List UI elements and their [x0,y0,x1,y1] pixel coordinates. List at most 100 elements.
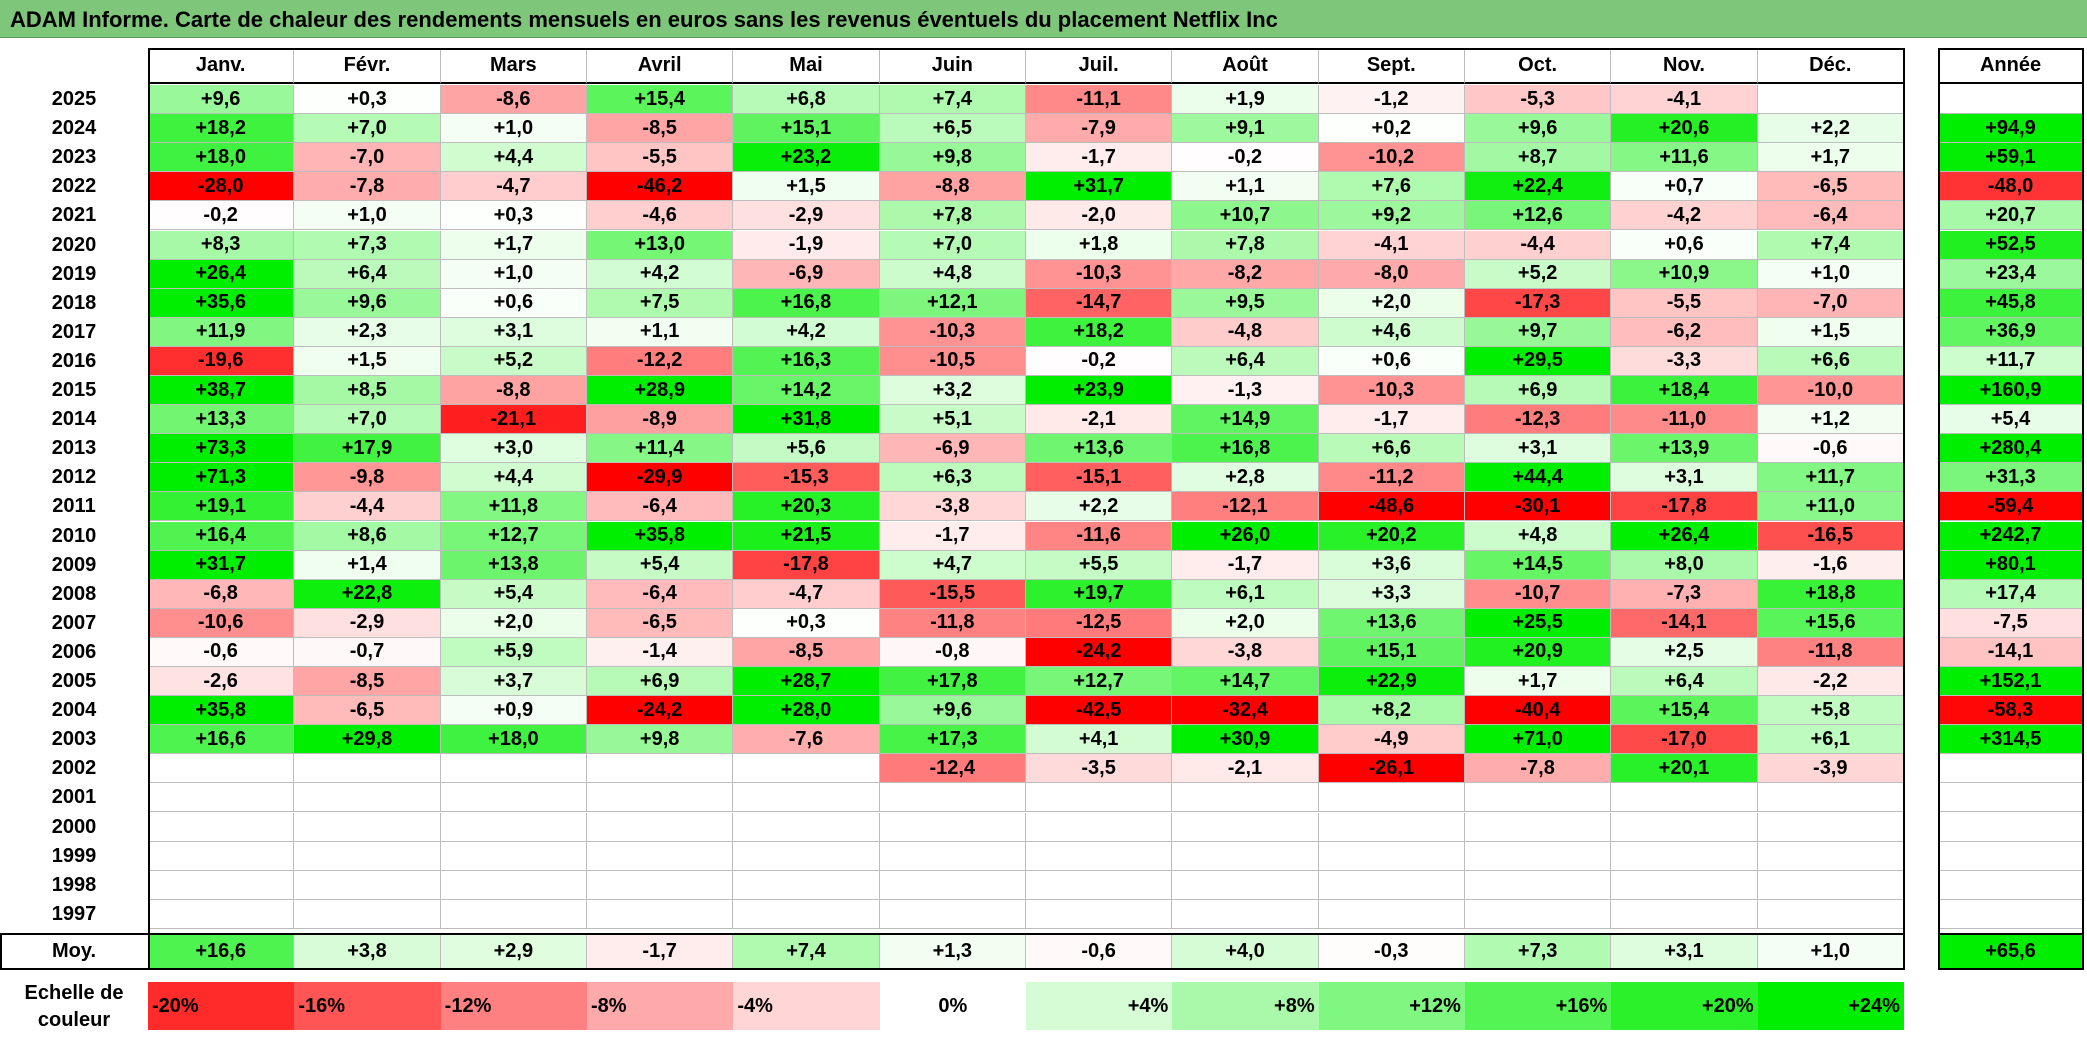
heatmap-cell: -8,6 [440,85,587,115]
heatmap-cell: -17,8 [1611,492,1758,522]
heatmap-cell: -5,5 [1611,288,1758,318]
heatmap-cell: -10,0 [1757,376,1904,406]
heatmap-cell: -30,1 [1464,492,1612,522]
heatmap-cell: +1,1 [586,317,734,347]
heatmap-cell: -8,2 [1172,259,1319,289]
heatmap-cell: +35,6 [148,288,295,318]
heatmap-cell: -6,8 [148,579,295,609]
heatmap-cell: +4,7 [879,550,1026,580]
heatmap-cell: +26,4 [148,259,295,289]
heatmap-cell: +14,9 [1172,405,1319,435]
heatmap-cell: +11,6 [1611,143,1758,173]
heatmap-cell: +71,3 [148,463,295,493]
month-header: Mai [733,48,880,84]
heatmap-cell: +17,8 [879,667,1026,697]
heatmap-cell: +1,7 [1757,143,1904,173]
heatmap-cell: +29,8 [294,725,441,755]
heatmap-cell [586,754,734,784]
year-label: 2022 [51,175,97,198]
heatmap-cell: +23,2 [733,143,880,173]
year-label: 2003 [51,728,97,751]
heatmap-cell [1757,870,1904,900]
heatmap-cell [1757,783,1904,813]
heatmap-cell [294,783,441,813]
heatmap-cell: +2,0 [440,608,587,638]
heatmap-cell: -2,1 [1172,754,1319,784]
heatmap-cell: -12,5 [1025,608,1173,638]
heatmap-cell: -2,0 [1025,201,1173,231]
heatmap-cell: -17,3 [1464,288,1612,318]
scale-swatch: -4% [733,982,880,1030]
heatmap-cell: -4,4 [1464,230,1612,260]
heatmap-cell: +6,8 [733,85,880,115]
heatmap-cell: -17,8 [733,550,880,580]
heatmap-cell: -8,5 [294,667,441,697]
heatmap-cell: +7,8 [879,201,1026,231]
year-label: 2020 [51,233,97,256]
heatmap-cell: -10,6 [148,608,295,638]
heatmap-cell: +1,2 [1757,405,1904,435]
heatmap-cell: -10,3 [879,317,1026,347]
annual-cell: -48,0 [1938,172,2084,202]
heatmap-cell: -3,3 [1611,346,1758,376]
heatmap-cell: -4,8 [1172,317,1319,347]
year-label: 2002 [51,757,97,780]
heatmap-cell [1611,812,1758,842]
heatmap-cell: +7,8 [1172,230,1319,260]
heatmap-cell: -2,1 [1025,405,1173,435]
heatmap-cell: +0,3 [294,85,441,115]
heatmap-cell [1172,783,1319,813]
heatmap-cell: +29,5 [1464,346,1612,376]
heatmap-cell [440,754,587,784]
heatmap-cell [733,870,880,900]
heatmap-cell: +25,5 [1464,608,1612,638]
year-label: 2005 [51,670,97,693]
heatmap-cell: -29,9 [586,463,734,493]
heatmap-cell: +12,6 [1464,201,1612,231]
heatmap-cell: -3,5 [1025,754,1173,784]
heatmap-cell: +19,7 [1025,579,1173,609]
heatmap-cell [586,812,734,842]
heatmap-cell: +20,1 [1611,754,1758,784]
heatmap-cell: -11,8 [879,608,1026,638]
heatmap-cell: +4,2 [586,259,734,289]
heatmap-cell [294,754,441,784]
heatmap-cell: -21,1 [440,405,587,435]
annual-cell [1938,870,2084,900]
heatmap-cell: +8,5 [294,376,441,406]
heatmap-cell: +0,3 [733,608,880,638]
heatmap-cell: +18,2 [1025,317,1173,347]
month-header: Oct. [1464,48,1612,84]
average-cell: +1,0 [1757,934,1904,969]
heatmap-cell: +7,3 [294,230,441,260]
heatmap-cell [733,783,880,813]
annual-cell [1938,899,2084,929]
heatmap-cell [1318,812,1465,842]
heatmap-cell: +1,7 [440,230,587,260]
heatmap-cell [1464,870,1612,900]
year-label: 2023 [51,146,97,169]
heatmap-cell: +2,0 [1172,608,1319,638]
heatmap-cell: +12,7 [1025,667,1173,697]
heatmap-cell: +11,7 [1757,463,1904,493]
heatmap-cell: -24,2 [586,696,734,726]
year-label: 2012 [51,466,97,489]
year-label: 2024 [51,117,97,140]
heatmap-cell [294,841,441,871]
heatmap-cell: -11,1 [1025,85,1173,115]
month-header: Nov. [1611,48,1758,84]
heatmap-cell: +11,8 [440,492,587,522]
heatmap-cell: +1,5 [1757,317,1904,347]
scale-swatch: +20% [1611,982,1758,1030]
heatmap-cell: -6,4 [1757,201,1904,231]
heatmap-cell [440,870,587,900]
heatmap-cell: +18,0 [148,143,295,173]
heatmap-cell: +1,1 [1172,172,1319,202]
annual-cell: +94,9 [1938,114,2084,144]
heatmap-cell: +7,4 [879,85,1026,115]
heatmap-cell: -7,0 [1757,288,1904,318]
heatmap-cell: +73,3 [148,434,295,464]
heatmap-cell: -1,7 [879,521,1026,551]
heatmap-cell: +6,1 [1172,579,1319,609]
annual-cell [1938,812,2084,842]
